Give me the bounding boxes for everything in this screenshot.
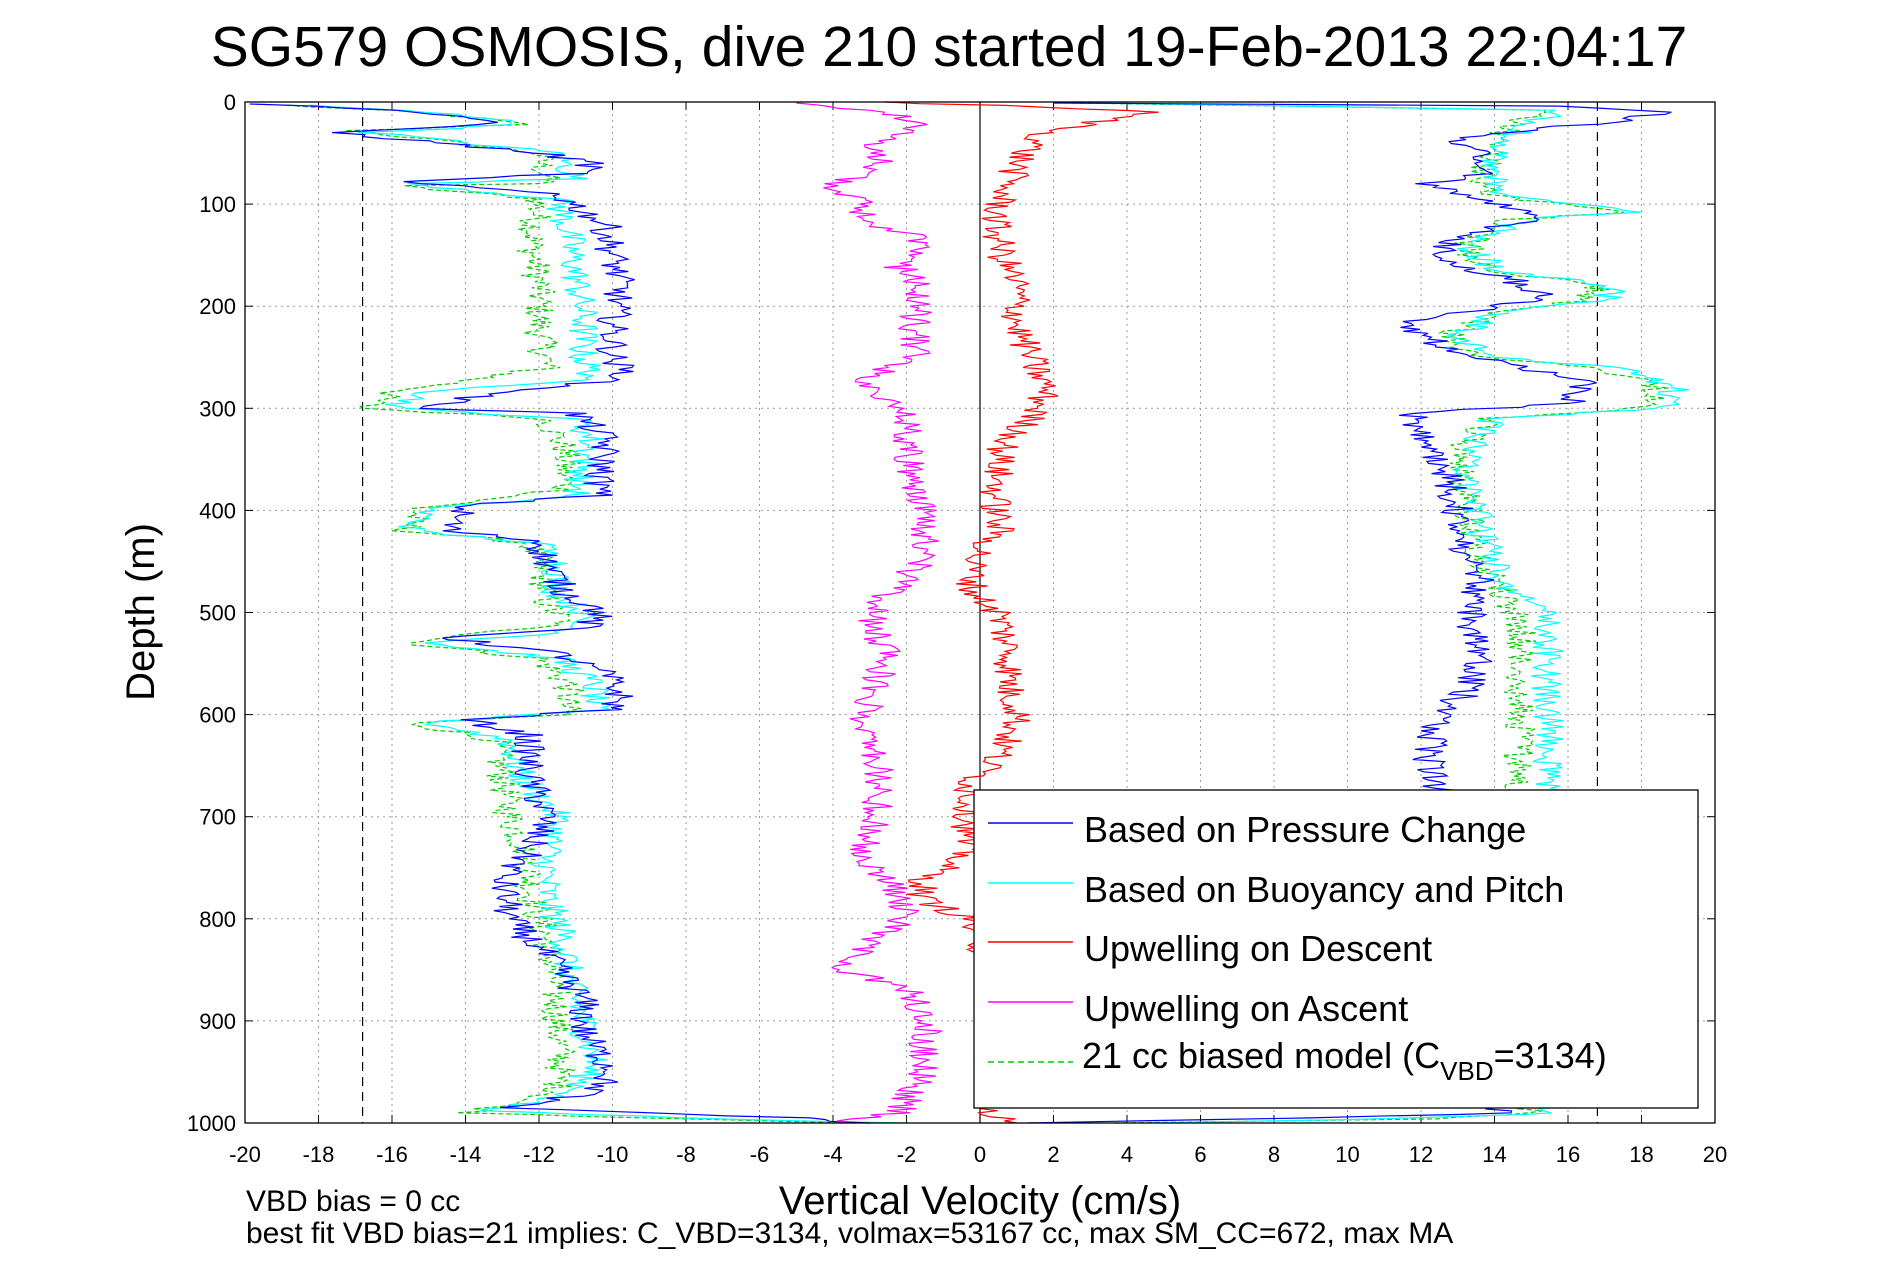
legend-label-buoyancy: Based on Buoyancy and Pitch xyxy=(1084,869,1564,910)
legend-label-descent: Upwelling on Descent xyxy=(1084,928,1432,969)
y-tick-label: 0 xyxy=(224,90,236,115)
y-tick-label: 600 xyxy=(199,703,236,728)
footer-line-1: VBD bias = 0 cc xyxy=(246,1185,460,1218)
y-tick-label: 100 xyxy=(199,192,236,217)
y-tick-label: 300 xyxy=(199,396,236,421)
x-tick-label: -14 xyxy=(450,1142,482,1167)
legend-label-pressure: Based on Pressure Change xyxy=(1084,809,1526,850)
x-tick-label: -6 xyxy=(750,1142,770,1167)
footer-line-2: best fit VBD bias=21 implies: C_VBD=3134… xyxy=(246,1217,1453,1250)
x-tick-label: -20 xyxy=(229,1142,261,1167)
legend-box xyxy=(973,789,1699,1109)
x-tick-label: -8 xyxy=(676,1142,696,1167)
x-tick-label: -16 xyxy=(376,1142,408,1167)
y-tick-label: 1000 xyxy=(187,1111,236,1136)
x-tick-label: 12 xyxy=(1409,1142,1433,1167)
x-tick-label: -18 xyxy=(303,1142,335,1167)
x-tick-label: -10 xyxy=(597,1142,629,1167)
x-tick-label: 18 xyxy=(1629,1142,1653,1167)
x-tick-label: 16 xyxy=(1556,1142,1580,1167)
x-tick-labels: -20 -18 -16 -14 -12 -10 -8 -6 -4 -2 0 2 4 6 8 10 12 14 16 1… xyxy=(229,1142,1727,1167)
series-buoyancy-descent xyxy=(309,104,907,1124)
series-model-descent xyxy=(286,104,870,1124)
y-tick-label: 400 xyxy=(199,498,236,523)
y-tick-label: 500 xyxy=(199,601,236,626)
x-tick-label: 20 xyxy=(1703,1142,1727,1167)
x-tick-label: -2 xyxy=(897,1142,917,1167)
chart-title: SG579 OSMOSIS, dive 210 started 19-Feb-2… xyxy=(211,15,1688,79)
x-tick-label: 14 xyxy=(1482,1142,1506,1167)
x-tick-label: 10 xyxy=(1335,1142,1359,1167)
x-tick-label: 6 xyxy=(1194,1142,1206,1167)
x-tick-label: -4 xyxy=(823,1142,843,1167)
y-tick-label: 200 xyxy=(199,294,236,319)
x-axis-label: Vertical Velocity (cm/s) xyxy=(779,1179,1181,1223)
x-tick-label: 2 xyxy=(1047,1142,1059,1167)
x-tick-label: 0 xyxy=(974,1142,986,1167)
legend: Based on Pressure Change Based on Buoyan… xyxy=(973,789,1699,1109)
y-tick-label: 700 xyxy=(199,805,236,830)
y-axis-label: Depth (m) xyxy=(119,523,163,701)
legend-label-ascent: Upwelling on Ascent xyxy=(1084,988,1408,1029)
y-tick-label: 800 xyxy=(199,907,236,932)
y-tick-label: 900 xyxy=(199,1009,236,1034)
x-tick-label: 4 xyxy=(1121,1142,1133,1167)
x-tick-label: -12 xyxy=(523,1142,555,1167)
plot-border xyxy=(244,101,1716,1124)
series-pressure-descent xyxy=(249,103,870,1124)
series-ascent-ascent xyxy=(796,102,944,1124)
y-tick-labels: 0 100 200 300 400 500 600 700 800 900 1000 xyxy=(187,90,236,1136)
x-tick-label: 8 xyxy=(1268,1142,1280,1167)
legend-label-model: 21 cc biased model (CVBD=3134) xyxy=(1082,1035,1607,1086)
